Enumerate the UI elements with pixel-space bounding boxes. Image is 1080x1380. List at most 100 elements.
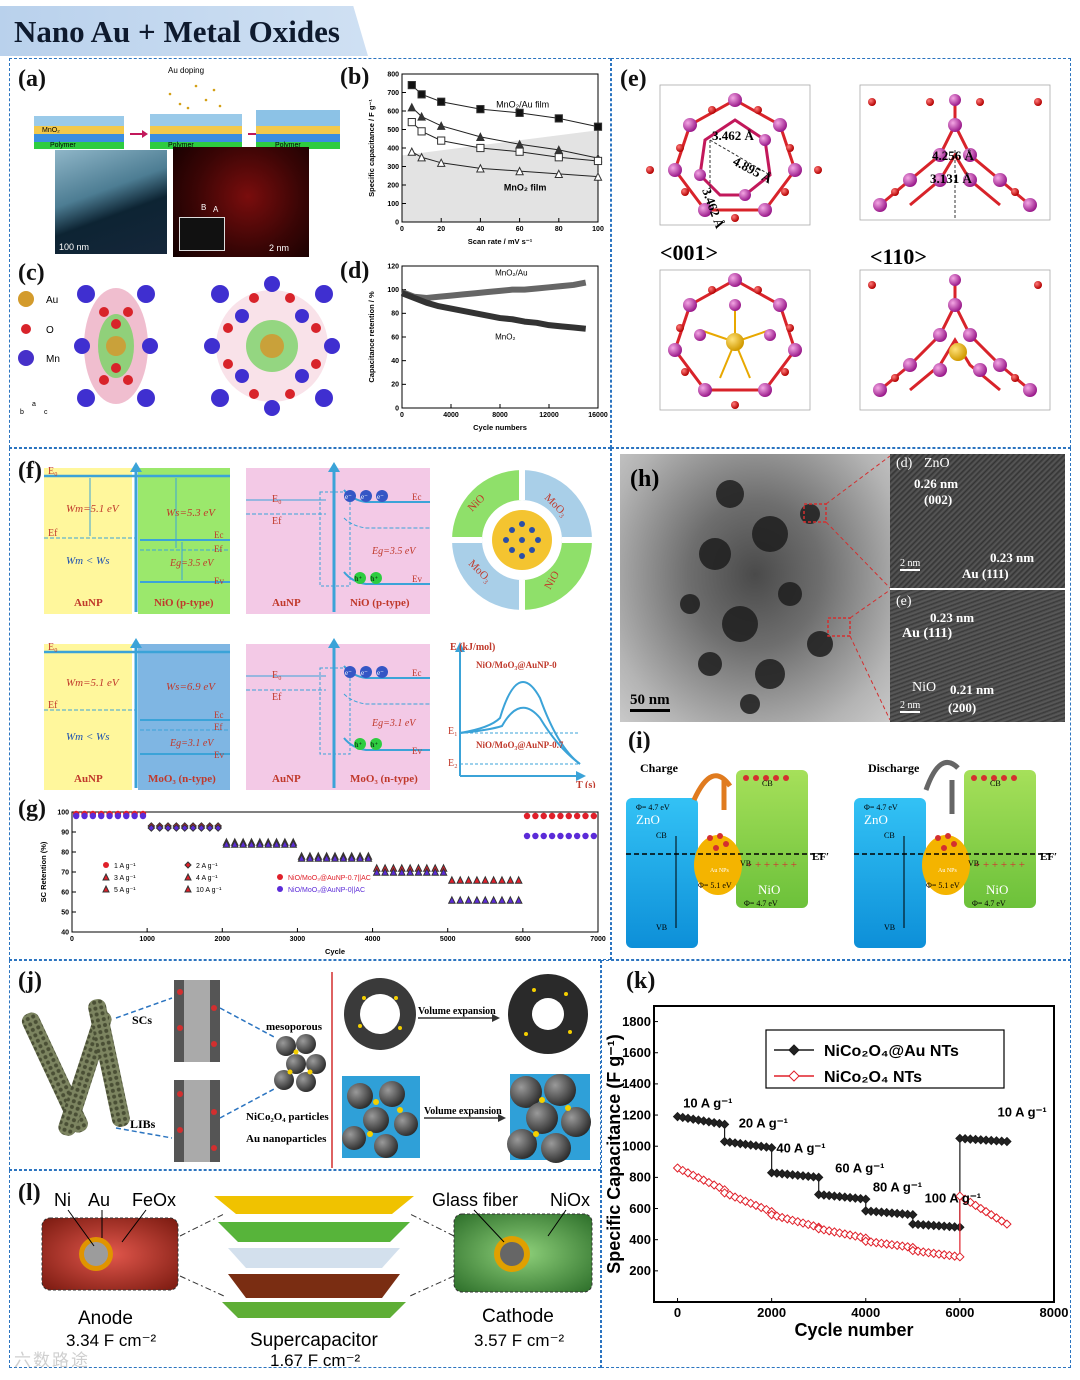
- x-tick-label: 4000: [365, 936, 381, 943]
- energy-profile: E (kJ/mol) NiO/MoO₃@AuNP-0 NiO/MoO₃@AuNP…: [448, 642, 596, 788]
- polymer-label-2: Polymer: [168, 142, 194, 149]
- series-line: [677, 1167, 1008, 1258]
- y-tick-label: 200: [387, 182, 399, 189]
- direction-110: <110>: [870, 244, 927, 269]
- svg-text:3.131 Å: 3.131 Å: [930, 171, 973, 186]
- svg-text:NiCo₂O₄ particles: NiCo₂O₄ particles: [246, 1111, 329, 1123]
- chart-k: 0 2000 4000 6000 8000 200 400 600 800 1000 1200 140…: [604, 1005, 1068, 1340]
- svg-text:Ef: Ef: [214, 544, 223, 554]
- data-point: [506, 895, 515, 904]
- y-tick-label: 200: [629, 1263, 651, 1278]
- data-point: [330, 853, 340, 862]
- data-point: [719, 1119, 730, 1130]
- svg-text:Au: Au: [46, 295, 58, 306]
- data-point: [305, 853, 314, 862]
- tem-scale-bar: 50 nm: [630, 692, 670, 712]
- y-tick-label: 80: [61, 849, 69, 856]
- svg-text:NiO: NiO: [986, 882, 1008, 897]
- y-axis-label: Specific capacitance / F g⁻¹: [367, 99, 376, 197]
- data-point: [447, 895, 456, 904]
- data-point: [407, 146, 417, 156]
- svg-text:e⁻: e⁻: [377, 493, 384, 501]
- anode-value: 3.34 F cm⁻²: [66, 1331, 157, 1350]
- svg-text:Au nanoparticles: Au nanoparticles: [246, 1133, 327, 1145]
- y-tick-label: 1200: [622, 1107, 651, 1122]
- svg-text:Discharge: Discharge: [868, 761, 920, 775]
- legend-label: MnO₂: [495, 332, 515, 341]
- x-tick-label: 0: [674, 1305, 681, 1320]
- x-axis-label: Scan rate / mV s⁻¹: [468, 237, 533, 246]
- svg-text:Au NPs: Au NPs: [710, 868, 730, 874]
- svg-text:FeOx: FeOx: [132, 1190, 176, 1210]
- series-line: [400, 279, 587, 301]
- panel-c-label: (c): [18, 260, 45, 286]
- aunp-bg-1: [44, 468, 132, 614]
- svg-text:Φ= 4.7 eV: Φ= 4.7 eV: [972, 899, 1006, 908]
- legend-marker: [184, 861, 192, 869]
- moo3-bg-1: [138, 644, 230, 790]
- polymer-label-3: Polymer: [275, 142, 301, 149]
- data-point: [573, 812, 581, 820]
- y-axis-label: SC Retention (%): [40, 841, 48, 902]
- data-point: [407, 81, 416, 90]
- svg-text:Wm < Ws: Wm < Ws: [66, 731, 109, 743]
- data-point: [389, 867, 398, 876]
- rate-label: 20 A g⁻¹: [739, 1116, 788, 1131]
- svg-text:Eg=3.1 eV: Eg=3.1 eV: [169, 738, 215, 749]
- legend-box: [765, 1029, 1005, 1089]
- chart-g: 0 1000 2000 3000 4000 5000 6000 7000 40 50 60 70 80 9…: [40, 809, 606, 956]
- data-point: [205, 824, 214, 832]
- svg-text:mesoporous: mesoporous: [266, 1021, 323, 1033]
- frame-k: [601, 960, 1071, 1368]
- data-point: [197, 824, 206, 832]
- panel-b-label: (b): [340, 64, 370, 90]
- data-point: [322, 853, 331, 862]
- scale-bar-2nm: 2 nm: [269, 243, 290, 253]
- svg-text:AuNP: AuNP: [74, 773, 103, 785]
- svg-text:Ef: Ef: [48, 528, 58, 539]
- svg-text:+ + + + + +: + + + + + +: [746, 859, 797, 871]
- data-point: [472, 875, 481, 884]
- data-point: [431, 867, 440, 876]
- x-tick-label: 40: [477, 226, 485, 233]
- y-tick-label: 400: [629, 1232, 651, 1247]
- panel-i-label: (i): [628, 728, 651, 754]
- y-tick-label: 100: [387, 287, 399, 294]
- svg-text:ZnO: ZnO: [864, 812, 888, 827]
- crystal-110-bottom: [859, 269, 1051, 411]
- svg-text:VB: VB: [968, 859, 979, 868]
- data-point: [214, 824, 223, 832]
- direction-001: <001>: [660, 240, 718, 265]
- svg-text:Φ= 4.7 eV: Φ= 4.7 eV: [744, 899, 778, 908]
- data-point: [464, 895, 473, 904]
- y-tick-label: 60: [61, 889, 69, 896]
- svg-text:4.256 Å: 4.256 Å: [932, 148, 975, 163]
- svg-text:AuNP: AuNP: [272, 773, 301, 785]
- y-tick-label: 1400: [622, 1076, 651, 1091]
- cathode-value: 3.57 F cm⁻²: [474, 1331, 565, 1350]
- y-tick-label: 600: [629, 1201, 651, 1216]
- svg-text:VB: VB: [884, 923, 895, 932]
- data-point: [554, 114, 563, 123]
- data-point: [548, 832, 556, 840]
- frame-l: [9, 1170, 601, 1368]
- charge-diagram: Charge + + + + + + Φ= 4.7 eV ZnO CB VB A…: [626, 761, 829, 948]
- mno2-label: MnO₂: [42, 127, 60, 134]
- panel-f-label: (f): [18, 458, 42, 484]
- discharge-diagram: Discharge + + + + + + Φ= 4.7 eV ZnO CB V…: [854, 760, 1057, 948]
- tube-sections: [174, 980, 220, 1162]
- svg-text:3.462 Å: 3.462 Å: [712, 128, 755, 143]
- panel-j-schematic: SCs LIBs mesoporous NiCo₂O₄ particles Au…: [21, 972, 591, 1168]
- data-point: [417, 127, 426, 136]
- y-tick-label: 0: [395, 405, 399, 412]
- data-point: [280, 839, 289, 848]
- data-point: [339, 853, 348, 862]
- x-tick-label: 2000: [214, 936, 230, 943]
- svg-text:ZnO: ZnO: [636, 812, 660, 827]
- legend-marker: [184, 884, 192, 893]
- panel-c-structures: Au O Mn b a c: [18, 276, 340, 416]
- data-point: [557, 832, 564, 840]
- band-diagram-moo3-1: E₀ Wm=5.1 eV Ws=6.9 eV Ef Ec Ef Eg=3.1 e…: [44, 638, 230, 788]
- y-axis-label: Capacitance retention / %: [367, 291, 376, 383]
- data-point: [497, 895, 506, 904]
